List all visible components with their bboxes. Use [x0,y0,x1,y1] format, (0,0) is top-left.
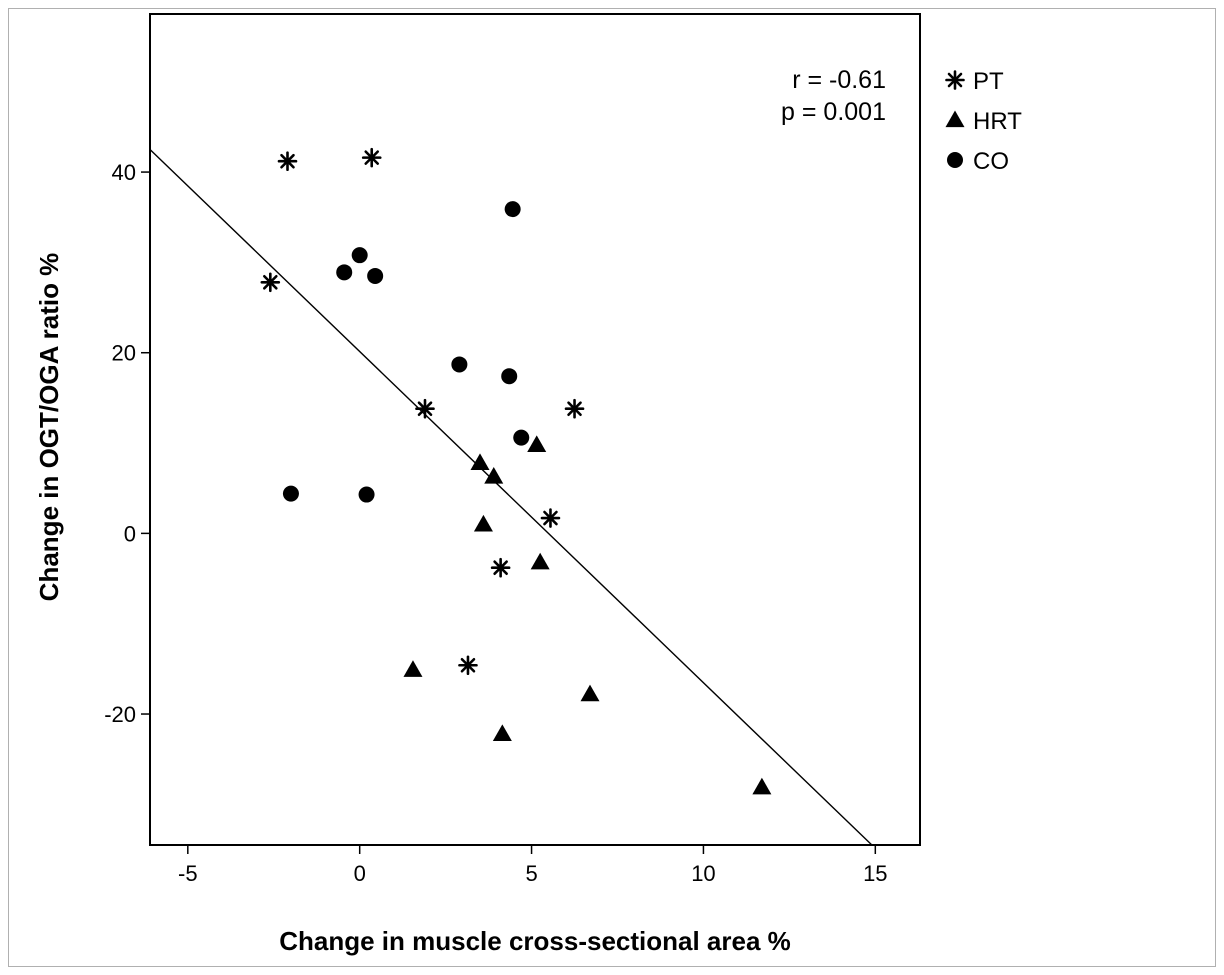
legend-label-hrt: HRT [973,108,1022,135]
x-axis-label: Change in muscle cross-sectional area % [279,926,791,956]
legend-marker-hrt [945,110,965,128]
x-tick-label: 0 [354,861,366,886]
point-co [451,356,468,373]
point-co [282,485,299,502]
legend-marker-co [947,152,963,168]
y-axis-label: Change in OGT/OGA ratio % [34,253,64,602]
x-tick-label: 5 [525,861,537,886]
data-points [260,147,772,795]
x-tick-label: 10 [691,861,715,886]
y-tick-label: 20 [112,341,136,366]
point-hrt [403,660,423,677]
y-axis-ticks: -20 0 20 40 [104,160,150,727]
legend-label-pt: PT [973,68,1004,95]
point-pt [564,398,585,419]
point-hrt [484,466,504,484]
y-tick-label: 0 [124,521,136,546]
legend-marker-pt [945,70,965,90]
legend-label-co: CO [973,148,1009,175]
x-tick-label: -5 [178,861,198,886]
point-pt [490,557,511,578]
point-pt [415,398,435,419]
point-co [501,368,518,385]
legend: PT HRT CO [945,68,1022,175]
stat-r: r = -0.61 [792,66,886,94]
point-co [358,486,375,503]
fit-line [149,148,873,846]
plot-area [149,13,921,846]
point-co [351,247,368,264]
point-hrt [527,435,547,452]
point-pt [260,272,281,293]
point-hrt [530,552,550,570]
stat-p: p = 0.001 [781,98,886,126]
x-tick-label: 15 [863,861,887,886]
point-hrt [580,684,600,702]
point-hrt [470,453,490,471]
point-co [367,267,384,284]
point-co [513,429,530,446]
point-pt [458,655,478,676]
point-co [336,264,353,281]
x-axis-ticks: -5 0 5 10 15 [178,845,888,886]
point-pt [361,147,382,168]
y-tick-label: -20 [104,702,136,727]
point-co [504,201,521,218]
point-hrt [492,724,512,742]
point-pt [540,508,561,528]
y-tick-label: 40 [112,160,136,185]
point-hrt [473,514,493,532]
point-pt [277,151,298,172]
point-hrt [752,777,772,795]
